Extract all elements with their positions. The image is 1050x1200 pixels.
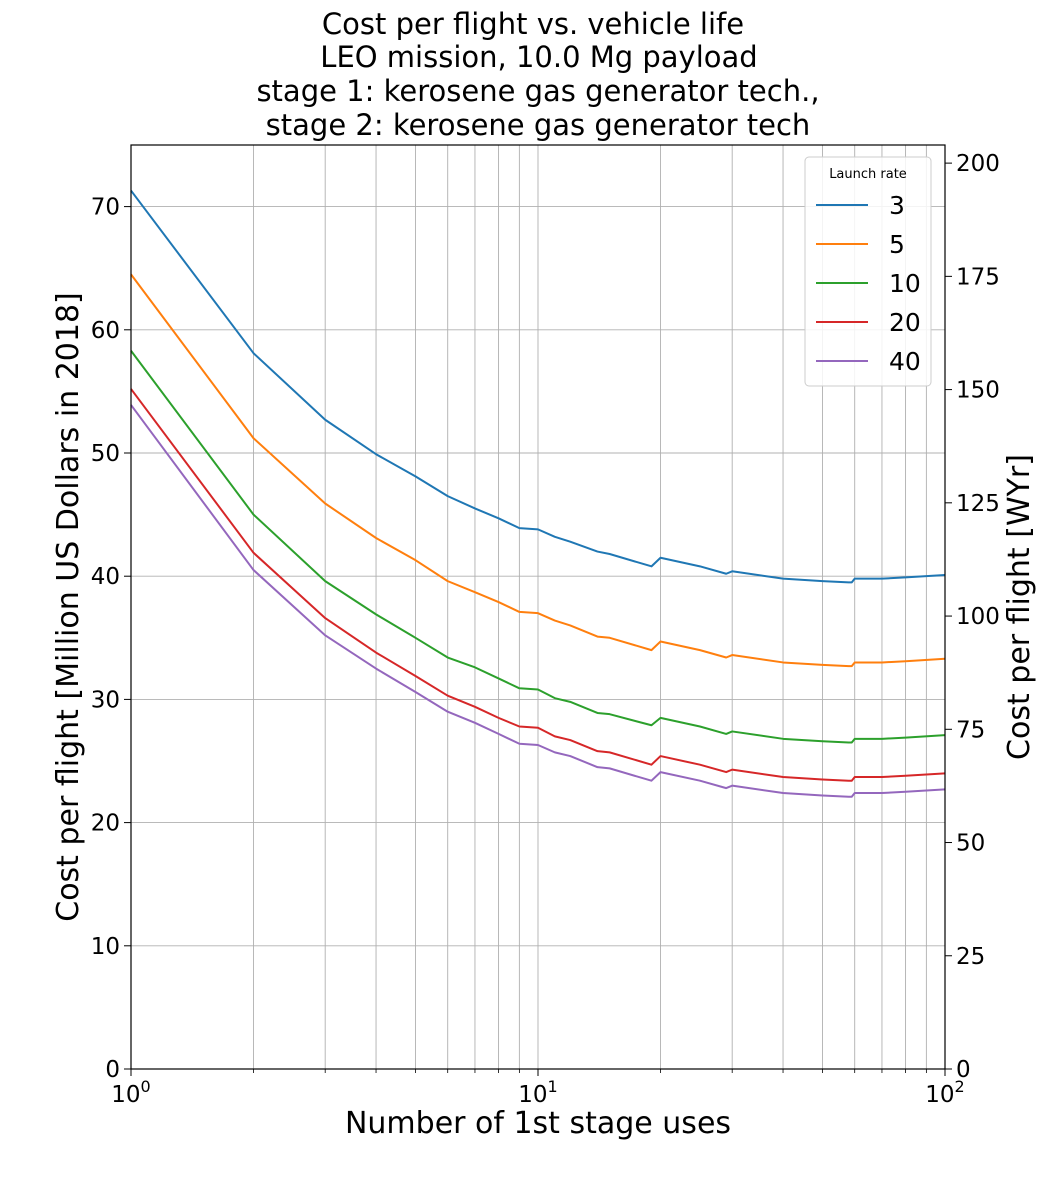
y-tick-label: 20 — [91, 811, 120, 837]
legend-box — [804, 156, 932, 387]
x-tick-label: 101 — [518, 1077, 557, 1108]
x-axis: 100 101 102 — [111, 1069, 965, 1108]
y-tick-label: 40 — [91, 564, 120, 590]
y2-tick-label: 50 — [956, 831, 985, 857]
series-line-40 — [130, 404, 946, 798]
legend-label-20: 20 — [889, 308, 921, 337]
series-lines — [130, 189, 946, 798]
series-line-20 — [130, 388, 946, 782]
y-tick-label: 50 — [91, 441, 120, 467]
y-tick-label: 70 — [91, 195, 120, 221]
title-line-2: LEO mission, 10.0 Mg payload — [320, 40, 757, 74]
title-line-4: stage 2: kerosene gas generator tech — [266, 108, 811, 142]
y2-tick-label: 25 — [956, 944, 985, 970]
y-tick-label: 10 — [91, 934, 120, 960]
y2-tick-label: 200 — [956, 151, 1000, 177]
y-axis-left: 0 10 20 30 40 50 60 70 — [91, 195, 131, 1083]
grid — [130, 145, 945, 1070]
x-axis-label: Number of 1st stage uses — [345, 1106, 731, 1141]
y-tick-label: 60 — [91, 318, 120, 344]
y-axis-right: 0 25 50 75 100 125 150 175 200 — [945, 151, 1000, 1083]
series-line-5 — [130, 273, 946, 668]
y2-tick-label: 100 — [956, 604, 1000, 630]
y2-tick-label: 75 — [956, 717, 985, 743]
y-axis-label-right: Cost per flight [WYr] — [1002, 454, 1037, 760]
y2-tick-label: 125 — [956, 491, 1000, 517]
y2-tick-label: 150 — [956, 378, 1000, 404]
legend-label-40: 40 — [889, 347, 921, 376]
title-line-3: stage 1: kerosene gas generator tech., — [256, 74, 819, 108]
legend-title: Launch rate — [829, 167, 907, 182]
series-line-3 — [130, 189, 946, 584]
title-line-1: Cost per flight vs. vehicle life — [322, 7, 744, 41]
y-axis-label: Cost per flight [Million US Dollars in 2… — [51, 292, 86, 922]
chart-title: Cost per flight vs. vehicle life LEO mis… — [256, 7, 819, 142]
legend: Launch rate 3 5 10 20 40 — [804, 156, 932, 387]
legend-label-5: 5 — [889, 230, 905, 259]
y2-tick-label: 0 — [956, 1057, 971, 1083]
y2-tick-label: 175 — [956, 264, 1000, 290]
y-tick-label: 30 — [91, 687, 120, 713]
series-line-10 — [130, 350, 946, 744]
legend-label-10: 10 — [889, 269, 921, 298]
legend-label-3: 3 — [889, 191, 905, 220]
x-tick-label: 102 — [925, 1077, 964, 1108]
x-tick-label: 100 — [111, 1077, 150, 1108]
y-tick-label: 0 — [105, 1057, 120, 1083]
